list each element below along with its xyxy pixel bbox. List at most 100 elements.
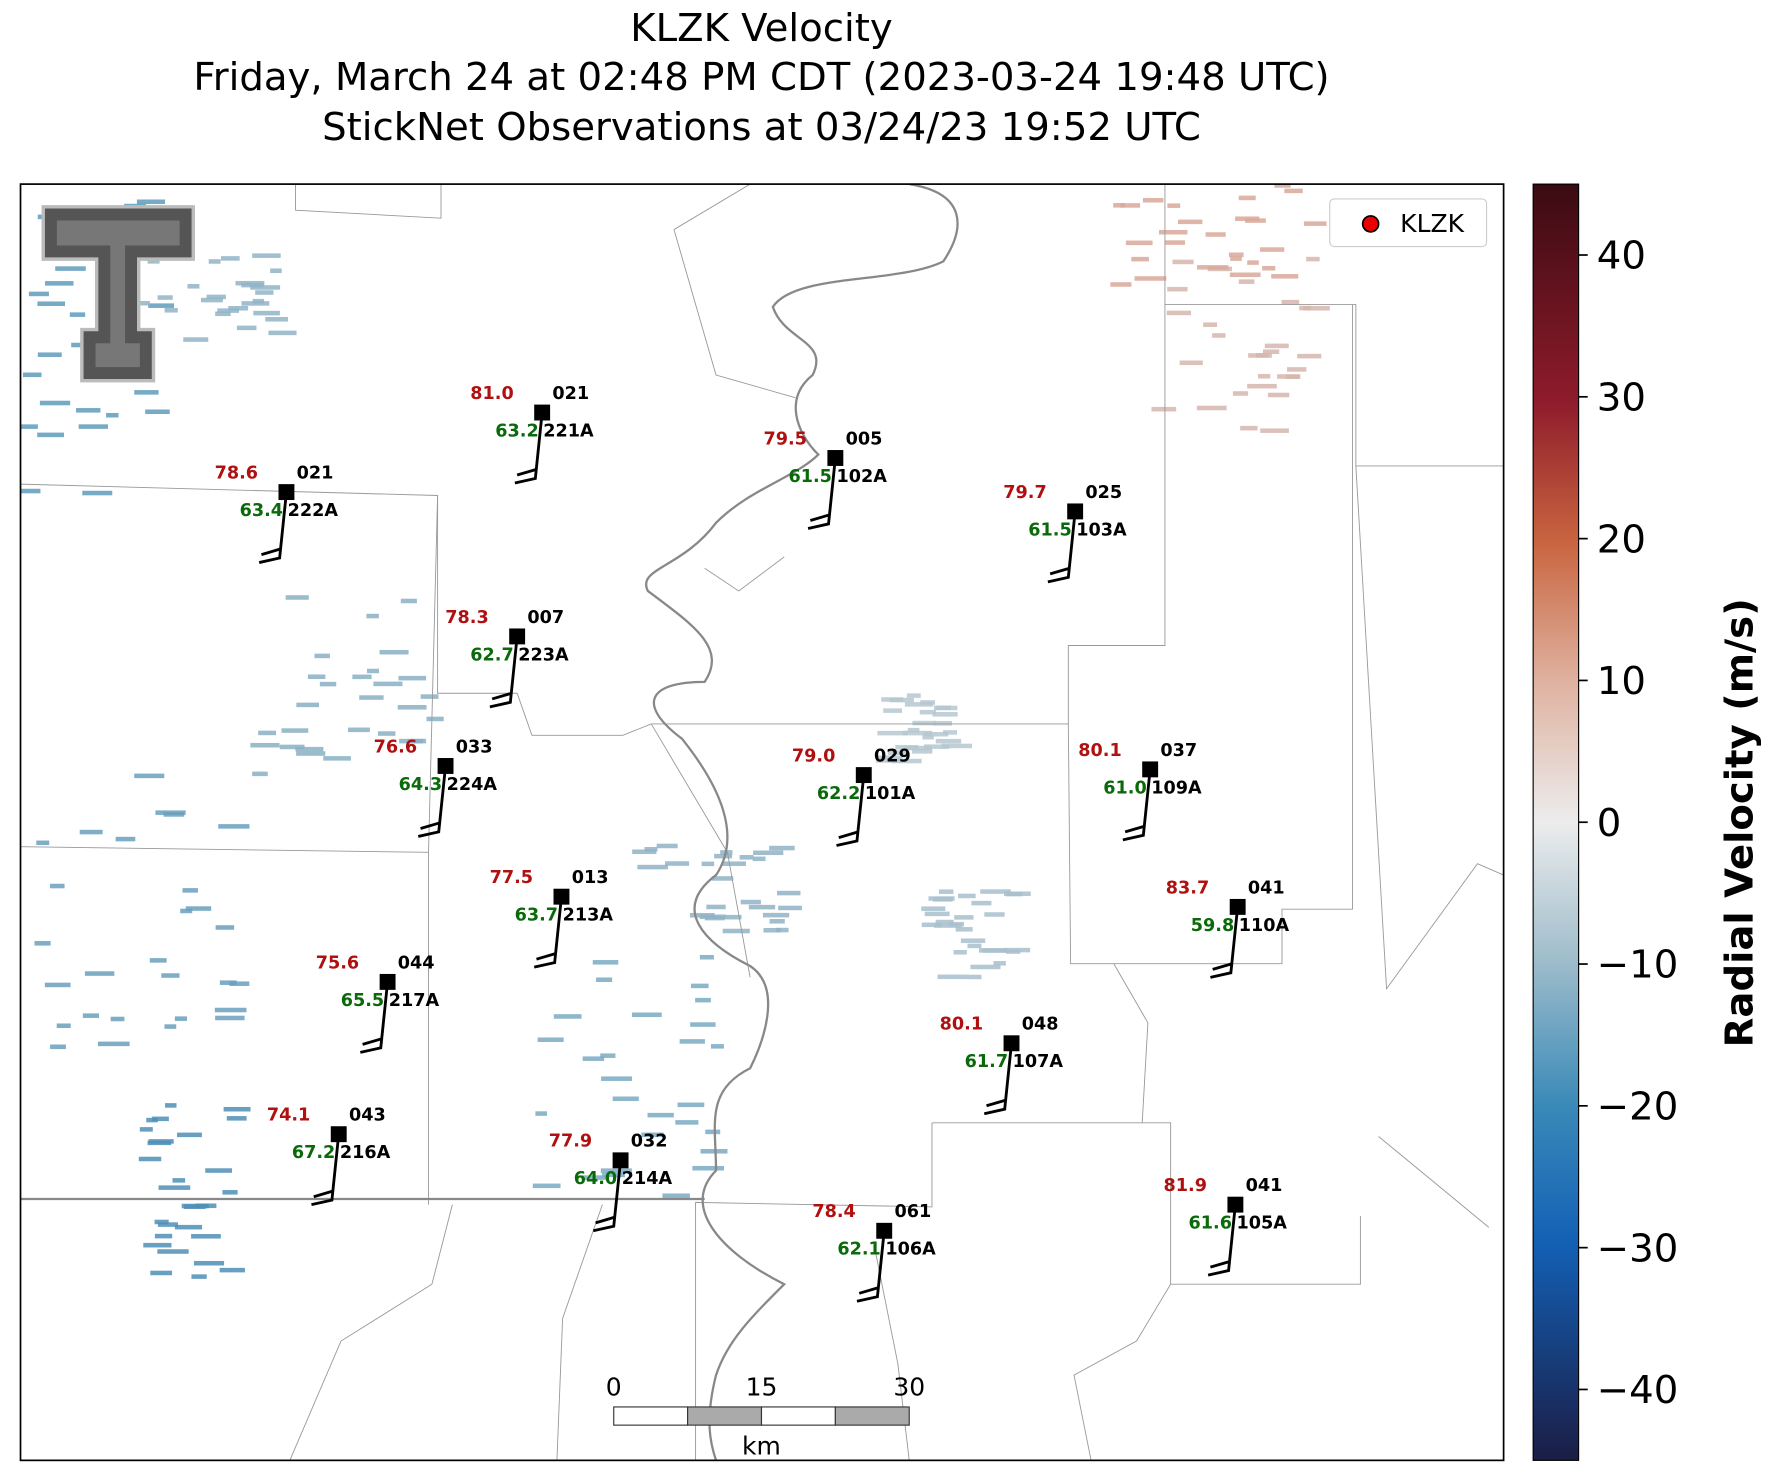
echo — [154, 1219, 169, 1225]
station-id: 106A — [885, 1240, 936, 1260]
echo — [921, 906, 946, 911]
station-marker — [1067, 503, 1084, 520]
echo — [875, 758, 901, 763]
echo — [1205, 232, 1226, 237]
colorbar-tick-label: 0 — [1597, 801, 1622, 846]
map-frame — [19, 183, 1505, 1462]
echo — [1287, 367, 1307, 372]
scale-tick-label: 15 — [746, 1373, 778, 1402]
station-code: 021 — [552, 384, 589, 404]
echo — [960, 938, 986, 943]
station-marker — [379, 973, 396, 990]
echo — [28, 291, 49, 297]
colorbar-tick-label: 40 — [1597, 234, 1646, 279]
dewpoint: 63.7 — [515, 906, 558, 926]
echo — [279, 744, 305, 750]
echo — [537, 1037, 564, 1043]
echo — [268, 330, 297, 336]
station: 76.6 033 64.3 224A — [374, 737, 497, 838]
echo — [37, 301, 66, 307]
echo — [164, 1024, 177, 1029]
echo — [205, 1168, 232, 1173]
colorbar-tick-label: 20 — [1597, 517, 1646, 562]
dewpoint: 62.7 — [470, 645, 513, 665]
echo — [323, 756, 351, 761]
station-code: 032 — [631, 1132, 668, 1152]
echo — [740, 899, 761, 905]
echo — [206, 294, 226, 300]
river — [645, 184, 959, 1461]
echo — [632, 849, 657, 855]
echo — [177, 1132, 202, 1138]
echo — [235, 280, 265, 286]
echo — [400, 598, 417, 604]
colorbar: Radial Velocity (m/s) −40 −30 −20 −10 0 10 20 3… — [1532, 183, 1762, 1461]
wind-barb — [1210, 906, 1240, 979]
echo — [1179, 360, 1203, 366]
echo — [174, 1016, 187, 1021]
echo — [600, 1053, 616, 1058]
echo — [151, 1116, 169, 1122]
temperature: 76.6 — [374, 737, 417, 757]
echo — [753, 850, 784, 856]
dewpoint: 64.3 — [399, 775, 442, 795]
echo — [912, 720, 936, 726]
echo — [1125, 240, 1153, 246]
station: 78.4 061 62.1 106A — [812, 1202, 936, 1303]
echo — [359, 695, 384, 700]
echo — [739, 855, 754, 860]
echo — [50, 1044, 66, 1050]
echo — [183, 1204, 206, 1210]
wind-barb — [592, 1160, 622, 1233]
temperature: 79.5 — [763, 429, 806, 449]
echo — [187, 284, 200, 289]
echo — [905, 745, 932, 751]
echo — [164, 308, 178, 313]
echo — [228, 306, 249, 311]
temperature: 77.9 — [549, 1132, 592, 1152]
echo — [319, 681, 337, 687]
station-code: 025 — [1085, 483, 1122, 503]
dewpoint: 64.0 — [574, 1169, 617, 1189]
echo — [366, 613, 379, 619]
wind-barb — [514, 412, 544, 485]
station: 81.9 041 61.6 105A — [1164, 1176, 1287, 1277]
echo — [581, 1175, 608, 1180]
echo — [1274, 184, 1291, 188]
title: KLZK Velocity — [630, 6, 892, 51]
station-id: 107A — [1013, 1052, 1064, 1072]
echo — [1248, 353, 1269, 358]
echo — [34, 941, 51, 946]
temperature: 75.6 — [316, 953, 359, 973]
echo — [600, 1168, 632, 1173]
echo — [725, 914, 742, 920]
station-code: 037 — [1160, 741, 1197, 761]
echo — [191, 1234, 221, 1239]
echo — [1303, 221, 1327, 226]
echo — [641, 1132, 664, 1138]
echo — [379, 649, 409, 655]
echo — [1281, 299, 1300, 305]
echo — [966, 974, 982, 980]
station: 83.7 041 59.8 110A — [1166, 878, 1290, 979]
station-marker — [612, 1152, 629, 1169]
echo — [612, 1096, 639, 1102]
wind-barb — [417, 765, 447, 838]
colorbar-tick-label: −10 — [1597, 943, 1679, 988]
echo — [722, 861, 746, 866]
scale-bar: km 0 15 30 — [606, 1373, 925, 1461]
echo — [1298, 179, 1313, 184]
echo — [993, 961, 1006, 966]
echo — [1262, 265, 1276, 271]
echo — [1247, 383, 1277, 389]
echo — [36, 840, 50, 846]
echo — [220, 256, 240, 261]
echo — [700, 1149, 728, 1154]
station: 77.9 032 64.0 214A — [549, 1132, 672, 1233]
station: 79.5 005 61.5 102A — [763, 429, 887, 530]
station: 77.5 013 63.7 213A — [490, 868, 613, 969]
wind-barb — [1047, 511, 1077, 584]
dewpoint: 61.0 — [1103, 778, 1146, 798]
echo — [185, 906, 212, 911]
echo — [143, 1242, 172, 1248]
